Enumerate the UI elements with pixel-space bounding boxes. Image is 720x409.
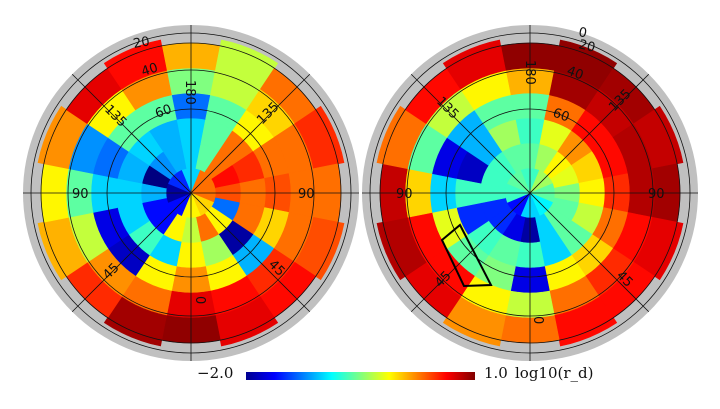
heatmap-pixel	[442, 39, 506, 90]
lon-label-90-right: 90	[298, 187, 315, 202]
lat-label-20: 20	[132, 34, 151, 52]
graticule	[362, 25, 698, 361]
lat-label-0: 0	[577, 25, 588, 41]
lon-label-180: 180	[522, 60, 537, 85]
meridian-line	[71, 73, 311, 313]
highlighted-region-outline	[440, 223, 493, 288]
left-polar-map	[23, 25, 359, 361]
lon-label-180: 180	[182, 80, 197, 105]
colorbar	[246, 372, 475, 380]
meridian-line	[410, 73, 650, 313]
lat-label-20: 20	[577, 37, 597, 56]
lat-label-60: 60	[153, 102, 174, 122]
lon-label-90-right: 90	[648, 187, 665, 202]
lon-label-0: 0	[530, 316, 545, 324]
lat-label-40: 40	[140, 60, 160, 79]
graticule	[23, 25, 359, 361]
lon-label-90-left: 90	[396, 187, 413, 202]
colorbar-max-label: 1.0	[484, 364, 508, 382]
colorbar-quantity-label: log10(r_d)	[515, 364, 594, 382]
right-polar-map	[362, 25, 698, 361]
lon-label-90-left: 90	[72, 187, 89, 202]
lon-label-0: 0	[192, 296, 207, 304]
lat-label-60: 60	[551, 106, 572, 126]
lat-label-40: 40	[565, 64, 586, 84]
heatmap-pixel	[103, 39, 167, 90]
colorbar-min-label: −2.0	[197, 364, 234, 382]
